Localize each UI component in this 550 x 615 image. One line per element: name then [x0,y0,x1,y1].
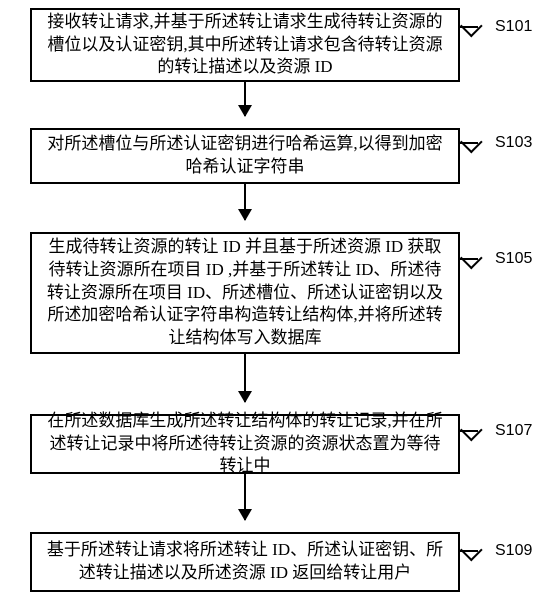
step-label-s109: S109 [495,542,532,560]
flow-node-text: 在所述数据库生成所述转让结构体的转让记录,并在所述转让记录中将所述待转让资源的资… [42,410,448,479]
step-label-s101: S101 [495,18,532,36]
flow-node-s109: 基于所述转让请求将所述转让 ID、所述认证密钥、所述转让描述以及所述资源 ID … [30,532,460,592]
flow-node-text: 基于所述转让请求将所述转让 ID、所述认证密钥、所述转让描述以及所述资源 ID … [42,539,448,585]
flow-arrow [244,354,246,402]
label-lead-hook [460,539,483,562]
step-label-s107: S107 [495,422,532,440]
flow-node-s105: 生成待转让资源的转让 ID 并且基于所述资源 ID 获取待转让资源所在项目 ID… [30,232,460,354]
step-label-s103: S103 [495,134,532,152]
step-label-s105: S105 [495,250,532,268]
flowchart-canvas: 接收转让请求,并基于所述转让请求生成待转让资源的槽位以及认证密钥,其中所述转让请… [0,0,550,615]
flow-arrow [244,474,246,520]
flow-node-s101: 接收转让请求,并基于所述转让请求生成待转让资源的槽位以及认证密钥,其中所述转让请… [30,8,460,82]
flow-arrow [244,82,246,116]
label-lead-hook [460,247,483,270]
flow-node-text: 生成待转让资源的转让 ID 并且基于所述资源 ID 获取待转让资源所在项目 ID… [42,236,448,351]
label-lead-hook [460,15,483,38]
label-lead-hook [460,131,483,154]
flow-node-s103: 对所述槽位与所述认证密钥进行哈希运算,以得到加密哈希认证字符串 [30,128,460,184]
label-lead-hook [460,419,483,442]
flow-arrow [244,184,246,220]
flow-node-text: 接收转让请求,并基于所述转让请求生成待转让资源的槽位以及认证密钥,其中所述转让请… [42,11,448,80]
flow-node-s107: 在所述数据库生成所述转让结构体的转让记录,并在所述转让记录中将所述待转让资源的资… [30,414,460,474]
flow-node-text: 对所述槽位与所述认证密钥进行哈希运算,以得到加密哈希认证字符串 [42,133,448,179]
